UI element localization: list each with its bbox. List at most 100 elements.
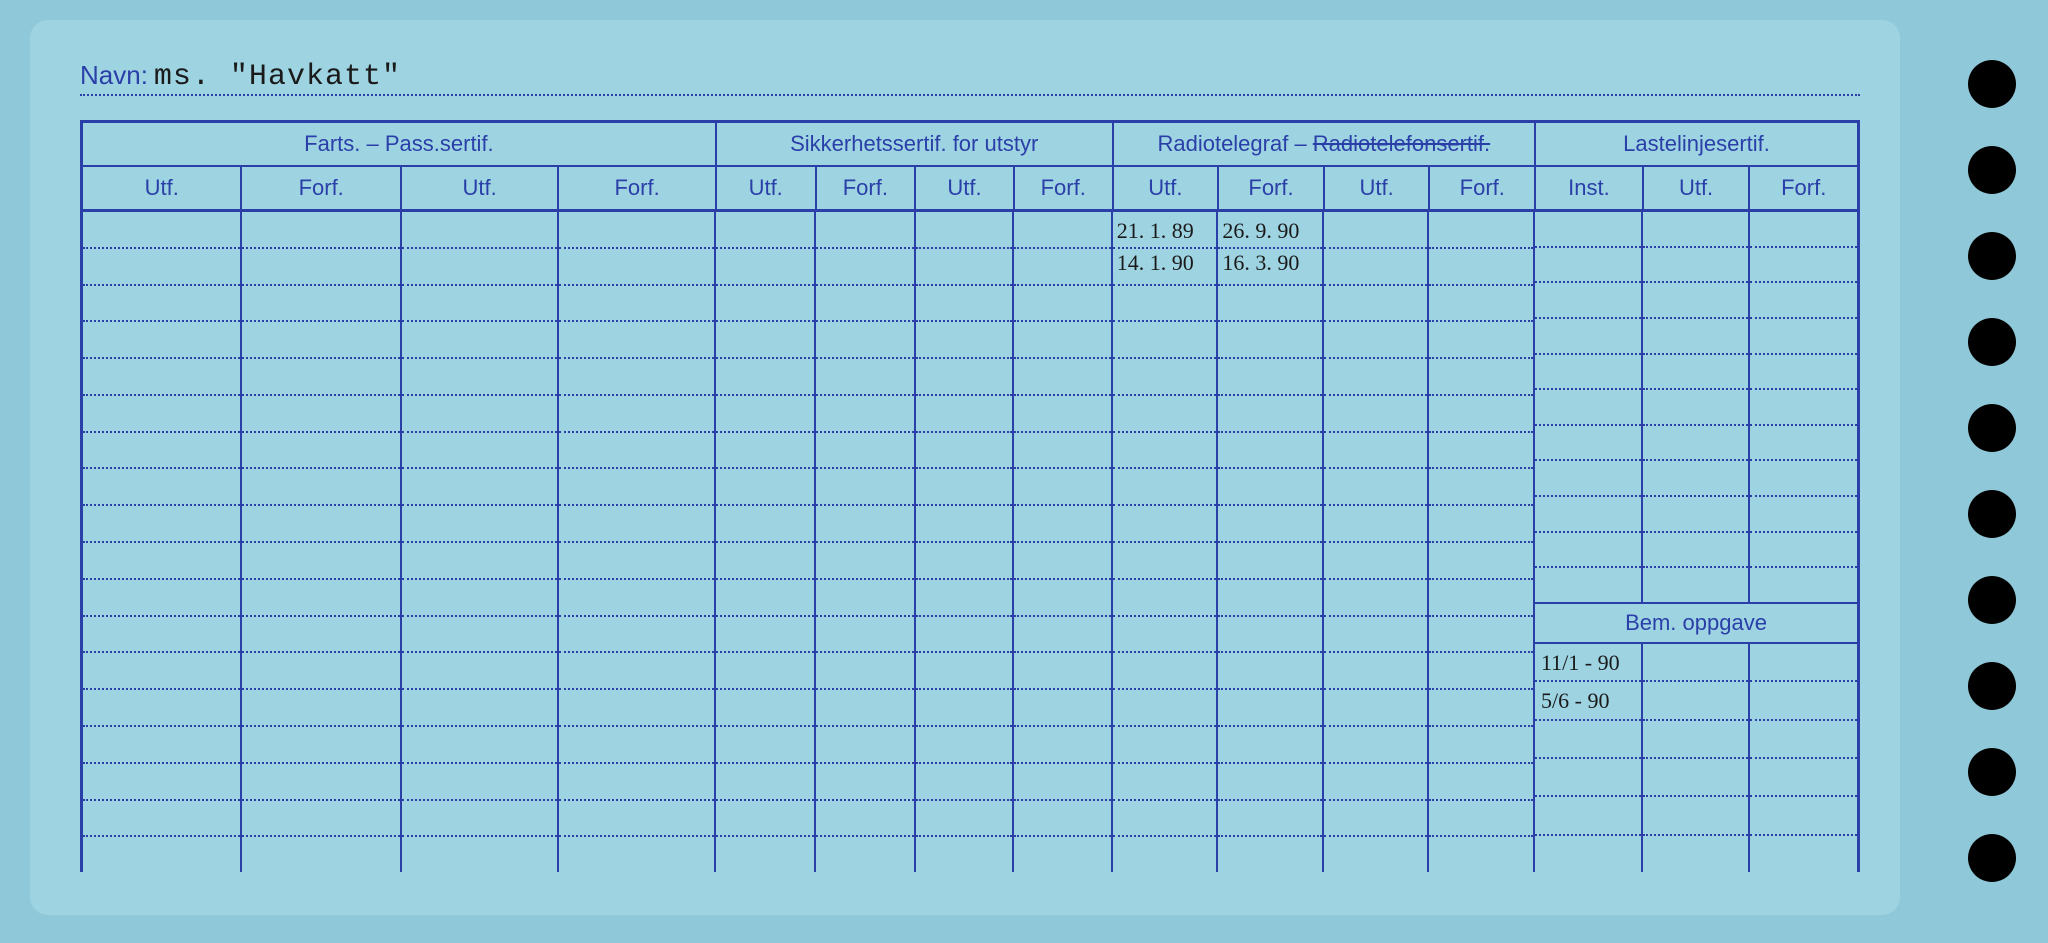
table-row <box>1014 580 1111 617</box>
group-farts: Farts. – Pass.sertif. <box>83 123 717 165</box>
punch-hole <box>1968 662 2016 710</box>
table-row <box>1535 319 1641 355</box>
table-row <box>1643 426 1748 462</box>
table-row <box>1429 764 1533 801</box>
table-row <box>402 249 557 286</box>
col-farts-utf1 <box>83 212 242 872</box>
col-bem-3 <box>1750 644 1857 872</box>
table-row <box>816 837 914 872</box>
table-row <box>816 469 914 506</box>
table-row <box>1014 359 1111 396</box>
table-row <box>1643 355 1748 391</box>
radio-forf-row2: 16. 3. 90 <box>1222 250 1299 276</box>
table-row <box>1113 359 1217 396</box>
table-row <box>1218 653 1322 690</box>
table-row <box>559 764 714 801</box>
table-row <box>716 653 814 690</box>
table-row <box>916 506 1013 543</box>
table-row <box>1750 797 1857 835</box>
table-row <box>83 286 240 323</box>
table-row <box>816 249 914 286</box>
table-row <box>83 801 240 838</box>
table-row <box>1750 283 1857 319</box>
table-row <box>1429 396 1533 433</box>
table-row <box>1324 396 1428 433</box>
col-farts-forf2 <box>559 212 716 872</box>
table-row <box>242 433 399 470</box>
table-row <box>83 469 240 506</box>
table-row <box>716 617 814 654</box>
table-row <box>716 469 814 506</box>
table-row <box>1014 653 1111 690</box>
table-row <box>1535 568 1641 602</box>
table-row <box>816 506 914 543</box>
punch-hole <box>1968 490 2016 538</box>
table-row <box>1643 283 1748 319</box>
table-row <box>402 690 557 727</box>
navn-value: ms. "Havkatt" <box>154 60 401 94</box>
table-row <box>716 286 814 323</box>
table-row <box>1324 469 1428 506</box>
table-row <box>816 727 914 764</box>
data-body: 21. 1. 89 14. 1. 90 26. 9. 90 16. 3. 90 <box>83 212 1857 872</box>
table-row <box>1113 469 1217 506</box>
table-row <box>1750 212 1857 248</box>
table-row <box>1014 506 1111 543</box>
table-row <box>1429 506 1533 543</box>
table-row <box>1643 319 1748 355</box>
table-row <box>559 617 714 654</box>
table-row <box>83 617 240 654</box>
table-row <box>83 249 240 286</box>
table-row <box>1750 682 1857 720</box>
table-row <box>716 690 814 727</box>
table-row <box>816 212 914 249</box>
table-row <box>83 653 240 690</box>
sub-utf: Utf. <box>83 167 242 209</box>
table-row <box>1429 469 1533 506</box>
col-sikk-utf1 <box>716 212 816 872</box>
table-row <box>1535 759 1641 797</box>
table-row <box>242 764 399 801</box>
sub-forf: Forf. <box>1015 167 1114 209</box>
table-row <box>83 433 240 470</box>
table-row <box>1113 801 1217 838</box>
table-row <box>1750 836 1857 872</box>
table-row <box>816 801 914 838</box>
table-row <box>1324 801 1428 838</box>
table-row <box>1324 322 1428 359</box>
table-row <box>242 690 399 727</box>
table-row <box>1218 359 1322 396</box>
table-row <box>559 433 714 470</box>
table-row <box>1750 568 1857 602</box>
bem-oppgave-body: 11/1 - 90 5/6 - 90 <box>1535 644 1857 872</box>
table-row <box>1324 837 1428 872</box>
table-row <box>916 727 1013 764</box>
table-row <box>402 433 557 470</box>
table-row <box>1014 727 1111 764</box>
table-row <box>1324 690 1428 727</box>
table-row <box>242 506 399 543</box>
table-row <box>816 764 914 801</box>
table-row <box>716 837 814 872</box>
navn-row: Navn: ms. "Havkatt" <box>80 60 1860 96</box>
table-row <box>1750 390 1857 426</box>
radio-struck: Radiotelefonsertif. <box>1313 131 1490 156</box>
bem-oppgave-header: Bem. oppgave <box>1535 604 1857 644</box>
table-row <box>559 837 714 872</box>
table-row <box>1535 390 1641 426</box>
table-row <box>559 322 714 359</box>
table-row <box>1113 617 1217 654</box>
table-row <box>559 690 714 727</box>
table-row <box>402 322 557 359</box>
table-row <box>1429 543 1533 580</box>
table-row <box>1643 248 1748 284</box>
index-card: Navn: ms. "Havkatt" Farts. – Pass.sertif… <box>30 20 1900 915</box>
table-row <box>716 506 814 543</box>
table-row <box>1535 248 1641 284</box>
punch-hole <box>1968 146 2016 194</box>
table-row <box>1324 764 1428 801</box>
table-row <box>1429 653 1533 690</box>
table-row <box>1535 497 1641 533</box>
table-row <box>242 580 399 617</box>
group-sikkerhet: Sikkerhetssertif. for utstyr <box>717 123 1114 165</box>
